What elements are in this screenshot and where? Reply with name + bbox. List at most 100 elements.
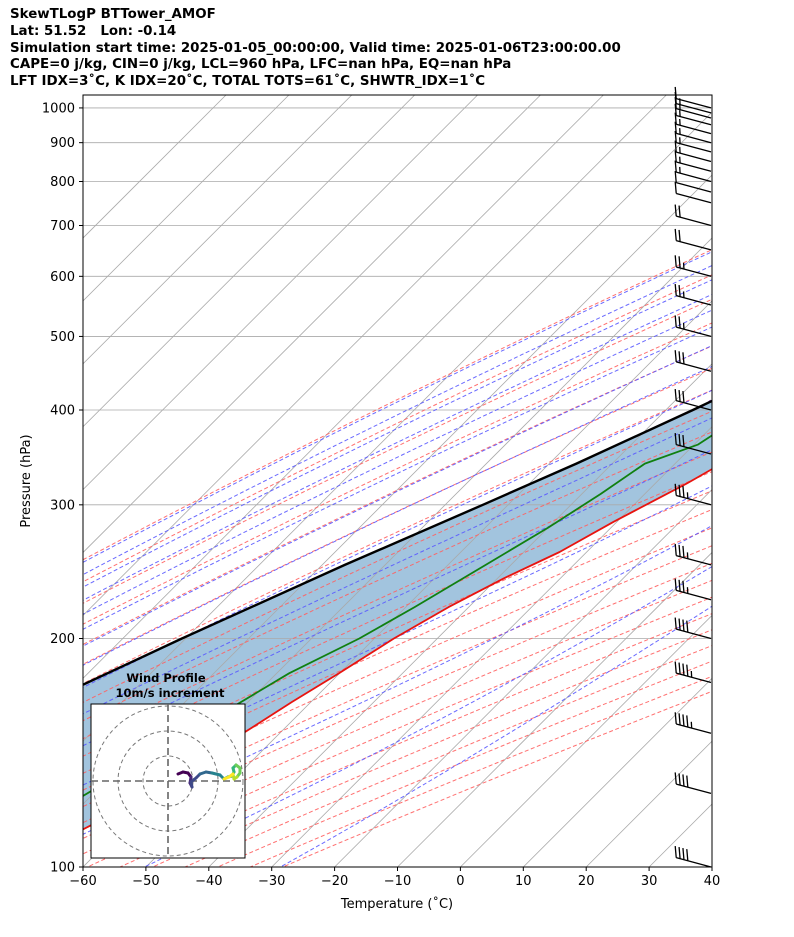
barb-flag (674, 130, 677, 143)
barb-flag (674, 350, 677, 362)
moist-adiabat-line (83, 485, 712, 786)
barb-flag (682, 774, 685, 787)
barb-flag (678, 662, 681, 675)
hodograph-plot (91, 704, 245, 858)
barb-flag (678, 256, 681, 269)
barb-flag (674, 140, 677, 153)
isotherm-line (83, 95, 415, 428)
isotherm-line (460, 614, 712, 867)
index-line-1: CAPE=0 j/kg, CIN=0 j/kg, LCL=960 hPa, LF… (10, 57, 512, 73)
wind-barb (674, 204, 712, 227)
y-tick-label: 1000 (42, 101, 75, 116)
barb-staff (676, 182, 712, 193)
x-tick-label: −30 (258, 874, 285, 889)
dry-adiabat-line (83, 322, 712, 625)
dry-adiabat-line (83, 274, 712, 583)
x-tick-label: −50 (132, 874, 159, 889)
barb-staff (676, 494, 712, 506)
barb-staff (676, 141, 712, 153)
barb-flag (674, 388, 677, 401)
barb-flag (674, 160, 677, 173)
wind-barb (674, 140, 712, 163)
barb-staff (676, 161, 712, 172)
barb-flag (682, 714, 685, 727)
wind-barb (674, 845, 712, 868)
barb-staff (676, 672, 712, 684)
x-tick-label: −40 (195, 874, 222, 889)
barb-half-flag (679, 103, 681, 110)
dry-adiabat-line (83, 471, 712, 757)
moist-adiabat-line (83, 293, 712, 601)
barb-staff (676, 108, 712, 119)
barb-staff (676, 400, 712, 411)
barb-flag (682, 580, 685, 593)
barb-half-flag (679, 118, 681, 126)
isotherm-line (83, 95, 667, 679)
barb-flag (686, 775, 689, 788)
x-tick-label: −10 (384, 874, 411, 889)
barb-half-flag (682, 291, 685, 298)
isotherm-line (208, 363, 712, 867)
dry-adiabat-line (83, 451, 712, 740)
time-line: Simulation start time: 2025-01-05_00:00:… (10, 40, 621, 56)
barb-staff (676, 857, 712, 868)
barb-flag (674, 283, 677, 296)
wind-barb (674, 255, 712, 277)
barb-staff (676, 723, 712, 734)
dry-adiabat-line (86, 596, 712, 867)
barb-flag (674, 712, 677, 725)
barb-flag (682, 619, 685, 632)
dry-adiabat-line (83, 345, 712, 646)
barb-flag (686, 664, 689, 677)
isotherm-line (271, 426, 712, 867)
barb-flag (678, 229, 681, 242)
barb-flag (674, 170, 677, 183)
wind-barb (674, 543, 712, 566)
isotherm-line (83, 95, 541, 554)
y-axis-label: Pressure (hPa) (19, 434, 34, 527)
barb-flag (682, 485, 685, 498)
x-tick-label: −60 (69, 874, 96, 889)
isotherm-line (145, 300, 712, 867)
wind-barbs (674, 86, 712, 868)
barb-flag (674, 228, 677, 241)
barb-flag (682, 352, 685, 365)
barb-flag (678, 484, 681, 497)
barb-staff (676, 171, 712, 183)
dry-adiabat-line (216, 660, 712, 867)
barb-half-flag (679, 137, 681, 144)
moist-adiabat-line (83, 417, 712, 715)
barb-staff (676, 266, 712, 277)
dry-adiabat-line (83, 579, 712, 855)
dry-adiabat-line (83, 410, 712, 703)
temperature-profile-line (83, 468, 712, 831)
barb-flag (678, 544, 681, 557)
station-title: SkewTLogP BTTower_AMOF (10, 7, 216, 22)
barb-staff (676, 326, 712, 338)
isotherm-line (83, 95, 478, 491)
barb-half-flag (679, 166, 681, 174)
isotherm-line (523, 677, 712, 867)
barb-flag (678, 713, 681, 726)
barb-staff (676, 239, 712, 251)
barb-staff (676, 114, 712, 126)
barb-staff (676, 192, 712, 204)
barb-flag (674, 432, 677, 445)
barb-flag (686, 849, 689, 861)
barb-flag (682, 848, 685, 860)
y-tick-label: 600 (50, 270, 75, 285)
barb-staff (676, 215, 712, 227)
y-tick-label: 900 (50, 136, 75, 151)
barb-flag (674, 204, 677, 217)
barb-flag (674, 112, 677, 125)
barb-half-flag (679, 110, 681, 117)
barb-half-flag (686, 587, 689, 594)
wind-barb (674, 181, 712, 204)
barb-staff (676, 151, 712, 163)
barb-flag (686, 620, 689, 633)
x-tick-label: −20 (321, 874, 348, 889)
wind-barb (674, 283, 712, 306)
wind-barb (674, 160, 712, 183)
y-tick-label: 500 (50, 330, 75, 345)
wind-barb (674, 388, 712, 411)
